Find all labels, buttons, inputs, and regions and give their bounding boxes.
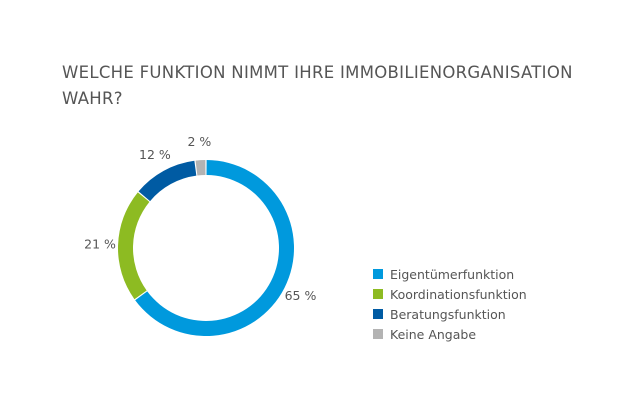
legend-label: Keine Angabe [390, 326, 477, 342]
donut-slice-2 [118, 192, 150, 300]
legend-label: Eigentümerfunktion [390, 266, 515, 282]
legend-swatch [373, 269, 383, 279]
slice-percent-label: 65 % [285, 288, 317, 303]
slice-percent-label: 12 % [139, 147, 171, 162]
donut-slice-4 [195, 160, 206, 176]
legend-item-keine-angabe: Keine Angabe [373, 324, 527, 344]
slice-percent-label: 21 % [84, 237, 116, 252]
legend-item-beratungsfunktion: Beratungsfunktion [373, 304, 527, 324]
legend-swatch [373, 309, 383, 319]
legend: Eigentümerfunktion Koordinationsfunktion… [373, 264, 527, 344]
legend-label: Koordinationsfunktion [390, 286, 527, 302]
slice-percent-label: 2 % [187, 134, 211, 149]
legend-item-koordinationsfunktion: Koordinationsfunktion [373, 284, 527, 304]
legend-label: Beratungsfunktion [390, 306, 506, 322]
donut-slice-3 [138, 160, 197, 202]
legend-swatch [373, 289, 383, 299]
legend-swatch [373, 329, 383, 339]
legend-item-eigentuemerfunktion: Eigentümerfunktion [373, 264, 527, 284]
chart-title: WELCHE FUNKTION NIMMT IHRE IMMOBILIENORG… [62, 63, 573, 108]
